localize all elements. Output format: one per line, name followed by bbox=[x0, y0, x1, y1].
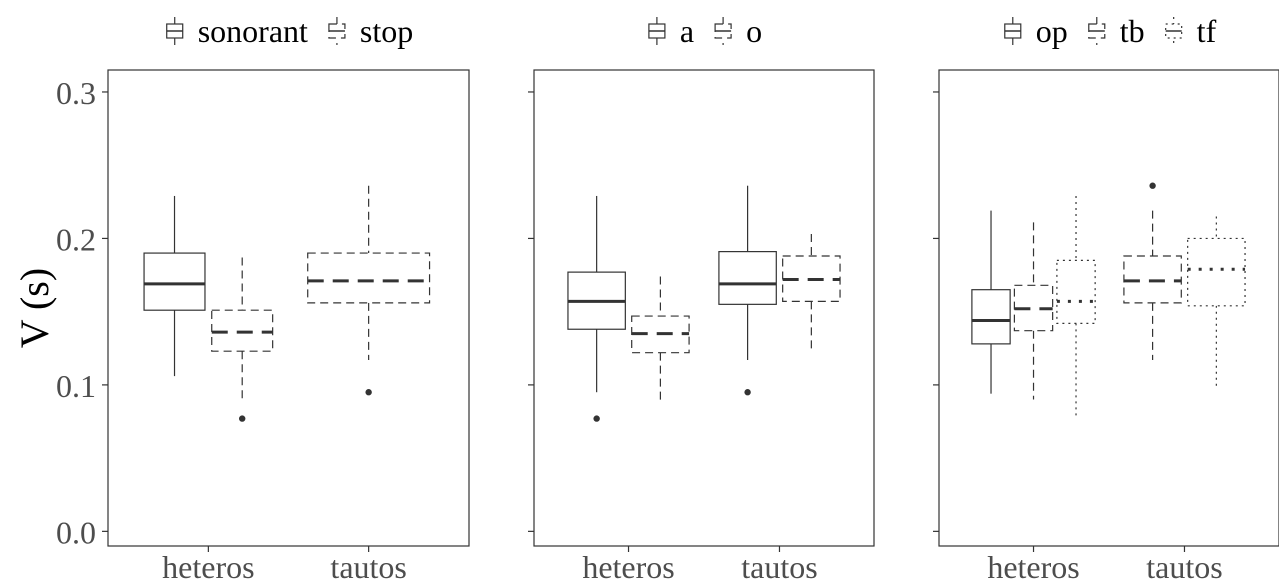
box-iqr bbox=[143, 252, 206, 311]
y-tick-label: 0.2 bbox=[56, 221, 96, 257]
box-iqr bbox=[307, 252, 431, 304]
outlier-point bbox=[744, 389, 751, 396]
x-tick-label: heteros bbox=[987, 549, 1079, 583]
legend-key-tf bbox=[1165, 17, 1183, 45]
x-tick-label: heteros bbox=[162, 549, 254, 583]
legend-place: op tb tf bbox=[1004, 13, 1217, 49]
box-sonorant-heteros bbox=[143, 195, 206, 377]
x-tick-label: tautos bbox=[1146, 549, 1222, 583]
panel-place: heteros tautos op tb tf bbox=[933, 13, 1279, 583]
panel-manner: heteros tautos sonorant stop bbox=[102, 13, 470, 583]
y-tick-label: 0.0 bbox=[56, 514, 96, 550]
panel-border bbox=[107, 69, 470, 547]
legend-key-a bbox=[648, 17, 666, 45]
legend-label: stop bbox=[360, 13, 413, 49]
box-op-heteros bbox=[971, 210, 1011, 394]
box-tb-heteros bbox=[1013, 222, 1054, 400]
box-iqr bbox=[718, 251, 777, 305]
legend-label: a bbox=[680, 13, 694, 49]
box-iqr bbox=[1187, 237, 1246, 307]
outlier-point bbox=[239, 415, 246, 422]
box-tb-tautos bbox=[1123, 182, 1182, 360]
box-a-heteros bbox=[567, 195, 626, 422]
legend-key-tb bbox=[1088, 17, 1106, 45]
panel-border bbox=[938, 69, 1279, 547]
panel-border bbox=[533, 69, 875, 547]
outlier-point bbox=[593, 415, 600, 422]
legend-label: tb bbox=[1120, 13, 1145, 49]
box-stop-tautos bbox=[307, 185, 431, 396]
box-tf-heteros bbox=[1056, 195, 1096, 418]
legend-manner: sonorant stop bbox=[166, 13, 413, 49]
legend-key-op bbox=[1004, 17, 1022, 45]
y-tick-label: 0.3 bbox=[56, 75, 96, 111]
y-axis-label: V (s) bbox=[12, 268, 57, 348]
box-iqr bbox=[1056, 259, 1096, 324]
legend-label: sonorant bbox=[198, 13, 308, 49]
legend-label: o bbox=[746, 13, 762, 49]
box-o-heteros bbox=[631, 276, 690, 402]
legend-label: op bbox=[1036, 13, 1068, 49]
x-tick-label: tautos bbox=[741, 549, 817, 583]
box-o-tautos bbox=[782, 234, 841, 352]
box-iqr bbox=[971, 289, 1011, 345]
x-tick-label: heteros bbox=[582, 549, 674, 583]
legend-label: tf bbox=[1197, 13, 1217, 49]
box-stop-heteros bbox=[211, 257, 274, 422]
outlier-point bbox=[365, 389, 372, 396]
legend-key-sonorant bbox=[166, 17, 184, 45]
legend-key-stop bbox=[328, 17, 346, 45]
x-tick-label: tautos bbox=[330, 549, 406, 583]
box-tf-tautos bbox=[1187, 216, 1246, 390]
outlier-point bbox=[1149, 182, 1156, 189]
legend-key-o bbox=[714, 17, 732, 45]
y-tick-label: 0.1 bbox=[56, 368, 96, 404]
y-axis-ticks: 0.0 0.1 0.2 0.3 bbox=[56, 75, 96, 550]
box-a-tautos bbox=[718, 185, 777, 396]
